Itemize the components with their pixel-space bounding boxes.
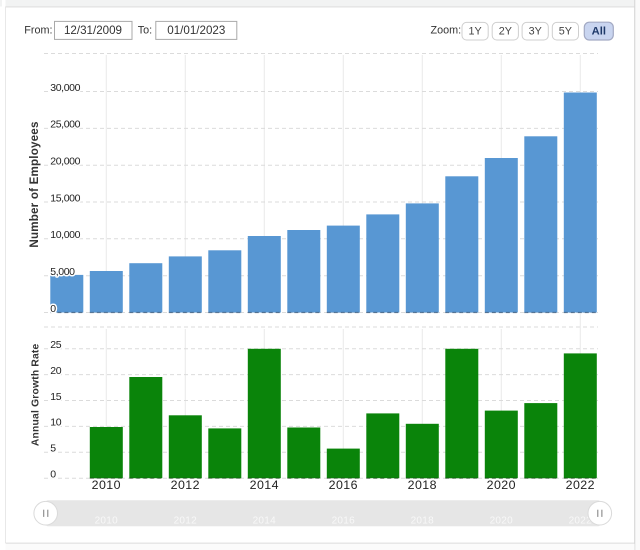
svg-text:2020: 2020: [490, 515, 514, 526]
svg-text:2014: 2014: [250, 478, 279, 492]
svg-text:2016: 2016: [329, 478, 358, 492]
svg-text:Zoom:: Zoom:: [431, 25, 462, 37]
svg-text:5,000: 5,000: [50, 266, 75, 278]
svg-text:2022: 2022: [569, 515, 593, 526]
svg-text:To:: To:: [138, 25, 152, 37]
svg-text:0: 0: [50, 303, 56, 315]
svg-text:Number of Employees: Number of Employees: [28, 121, 41, 247]
svg-text:2018: 2018: [411, 515, 435, 526]
svg-text:5: 5: [50, 443, 56, 455]
svg-text:12/31/2009: 12/31/2009: [64, 24, 122, 37]
svg-text:2014: 2014: [253, 515, 277, 526]
svg-text:1Y: 1Y: [468, 25, 481, 37]
svg-text:20: 20: [50, 365, 61, 377]
svg-text:0: 0: [50, 469, 56, 481]
svg-text:2020: 2020: [487, 478, 516, 492]
svg-text:2016: 2016: [332, 515, 356, 526]
svg-text:2010: 2010: [92, 478, 121, 492]
svg-text:10: 10: [50, 417, 61, 429]
svg-text:15: 15: [50, 391, 61, 403]
svg-text:2010: 2010: [95, 515, 119, 526]
svg-text:25: 25: [50, 339, 61, 351]
svg-text:2Y: 2Y: [499, 25, 512, 37]
svg-text:25,000: 25,000: [50, 119, 80, 131]
svg-text:2018: 2018: [408, 478, 437, 492]
svg-text:10,000: 10,000: [50, 229, 80, 241]
svg-text:01/01/2023: 01/01/2023: [167, 24, 225, 37]
svg-text:30,000: 30,000: [50, 82, 80, 94]
svg-text:2022: 2022: [566, 478, 595, 492]
svg-text:2012: 2012: [171, 478, 200, 492]
svg-text:2012: 2012: [174, 515, 198, 526]
svg-text:All: All: [592, 26, 606, 38]
svg-text:5Y: 5Y: [559, 25, 572, 37]
svg-text:3Y: 3Y: [529, 25, 542, 37]
svg-text:20,000: 20,000: [50, 156, 80, 168]
svg-text:From:: From:: [24, 25, 52, 37]
svg-text:15,000: 15,000: [50, 192, 80, 204]
svg-text:Annual Growth Rate: Annual Growth Rate: [31, 343, 42, 446]
